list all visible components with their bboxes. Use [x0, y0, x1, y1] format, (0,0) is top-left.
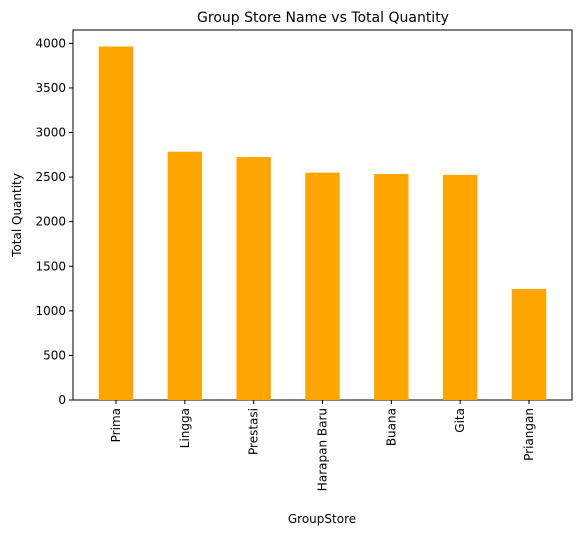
bar-buana [374, 173, 409, 400]
plot-area [72, 29, 573, 401]
bar-gita [442, 174, 478, 400]
x-tick-label-lingga: Lingga [178, 408, 192, 448]
bar-prima [98, 46, 134, 400]
y-tick-label-1000: 1000 [35, 304, 66, 318]
x-tick-label-buana: Buana [384, 408, 398, 446]
y-axis: 0 500 1000 1500 2000 2500 3000 3500 4000 [35, 36, 73, 407]
x-tick-label-prestasi: Prestasi [247, 408, 261, 455]
bar-prestasi [236, 157, 271, 400]
y-tick-label-3000: 3000 [35, 126, 66, 140]
x-tick-label-priangan: Priangan [522, 408, 536, 461]
y-tick-label-2500: 2500 [35, 170, 66, 184]
chart-title: Group Store Name vs Total Quantity [197, 10, 449, 26]
bar-harapan-baru [305, 172, 340, 400]
x-axis-label: GroupStore [288, 512, 356, 526]
y-tick-label-500: 500 [43, 348, 66, 362]
x-tick-label-harapan-baru: Harapan Baru [316, 408, 330, 491]
y-tick-label-0: 0 [58, 393, 66, 407]
bars-group [98, 46, 547, 400]
y-tick-label-2000: 2000 [35, 215, 66, 229]
x-tick-label-prima: Prima [109, 408, 123, 442]
x-tick-label-gita: Gita [453, 408, 467, 433]
y-tick-label-4000: 4000 [35, 36, 66, 50]
x-axis: Prima Lingga Prestasi Harapan Baru Buana Gita… [109, 400, 536, 491]
y-tick-label-1500: 1500 [35, 259, 66, 273]
y-axis-label: Total Quantity [10, 173, 24, 258]
bar-lingga [167, 151, 203, 400]
y-tick-label-3500: 3500 [35, 81, 66, 95]
bar-priangan [511, 289, 547, 400]
